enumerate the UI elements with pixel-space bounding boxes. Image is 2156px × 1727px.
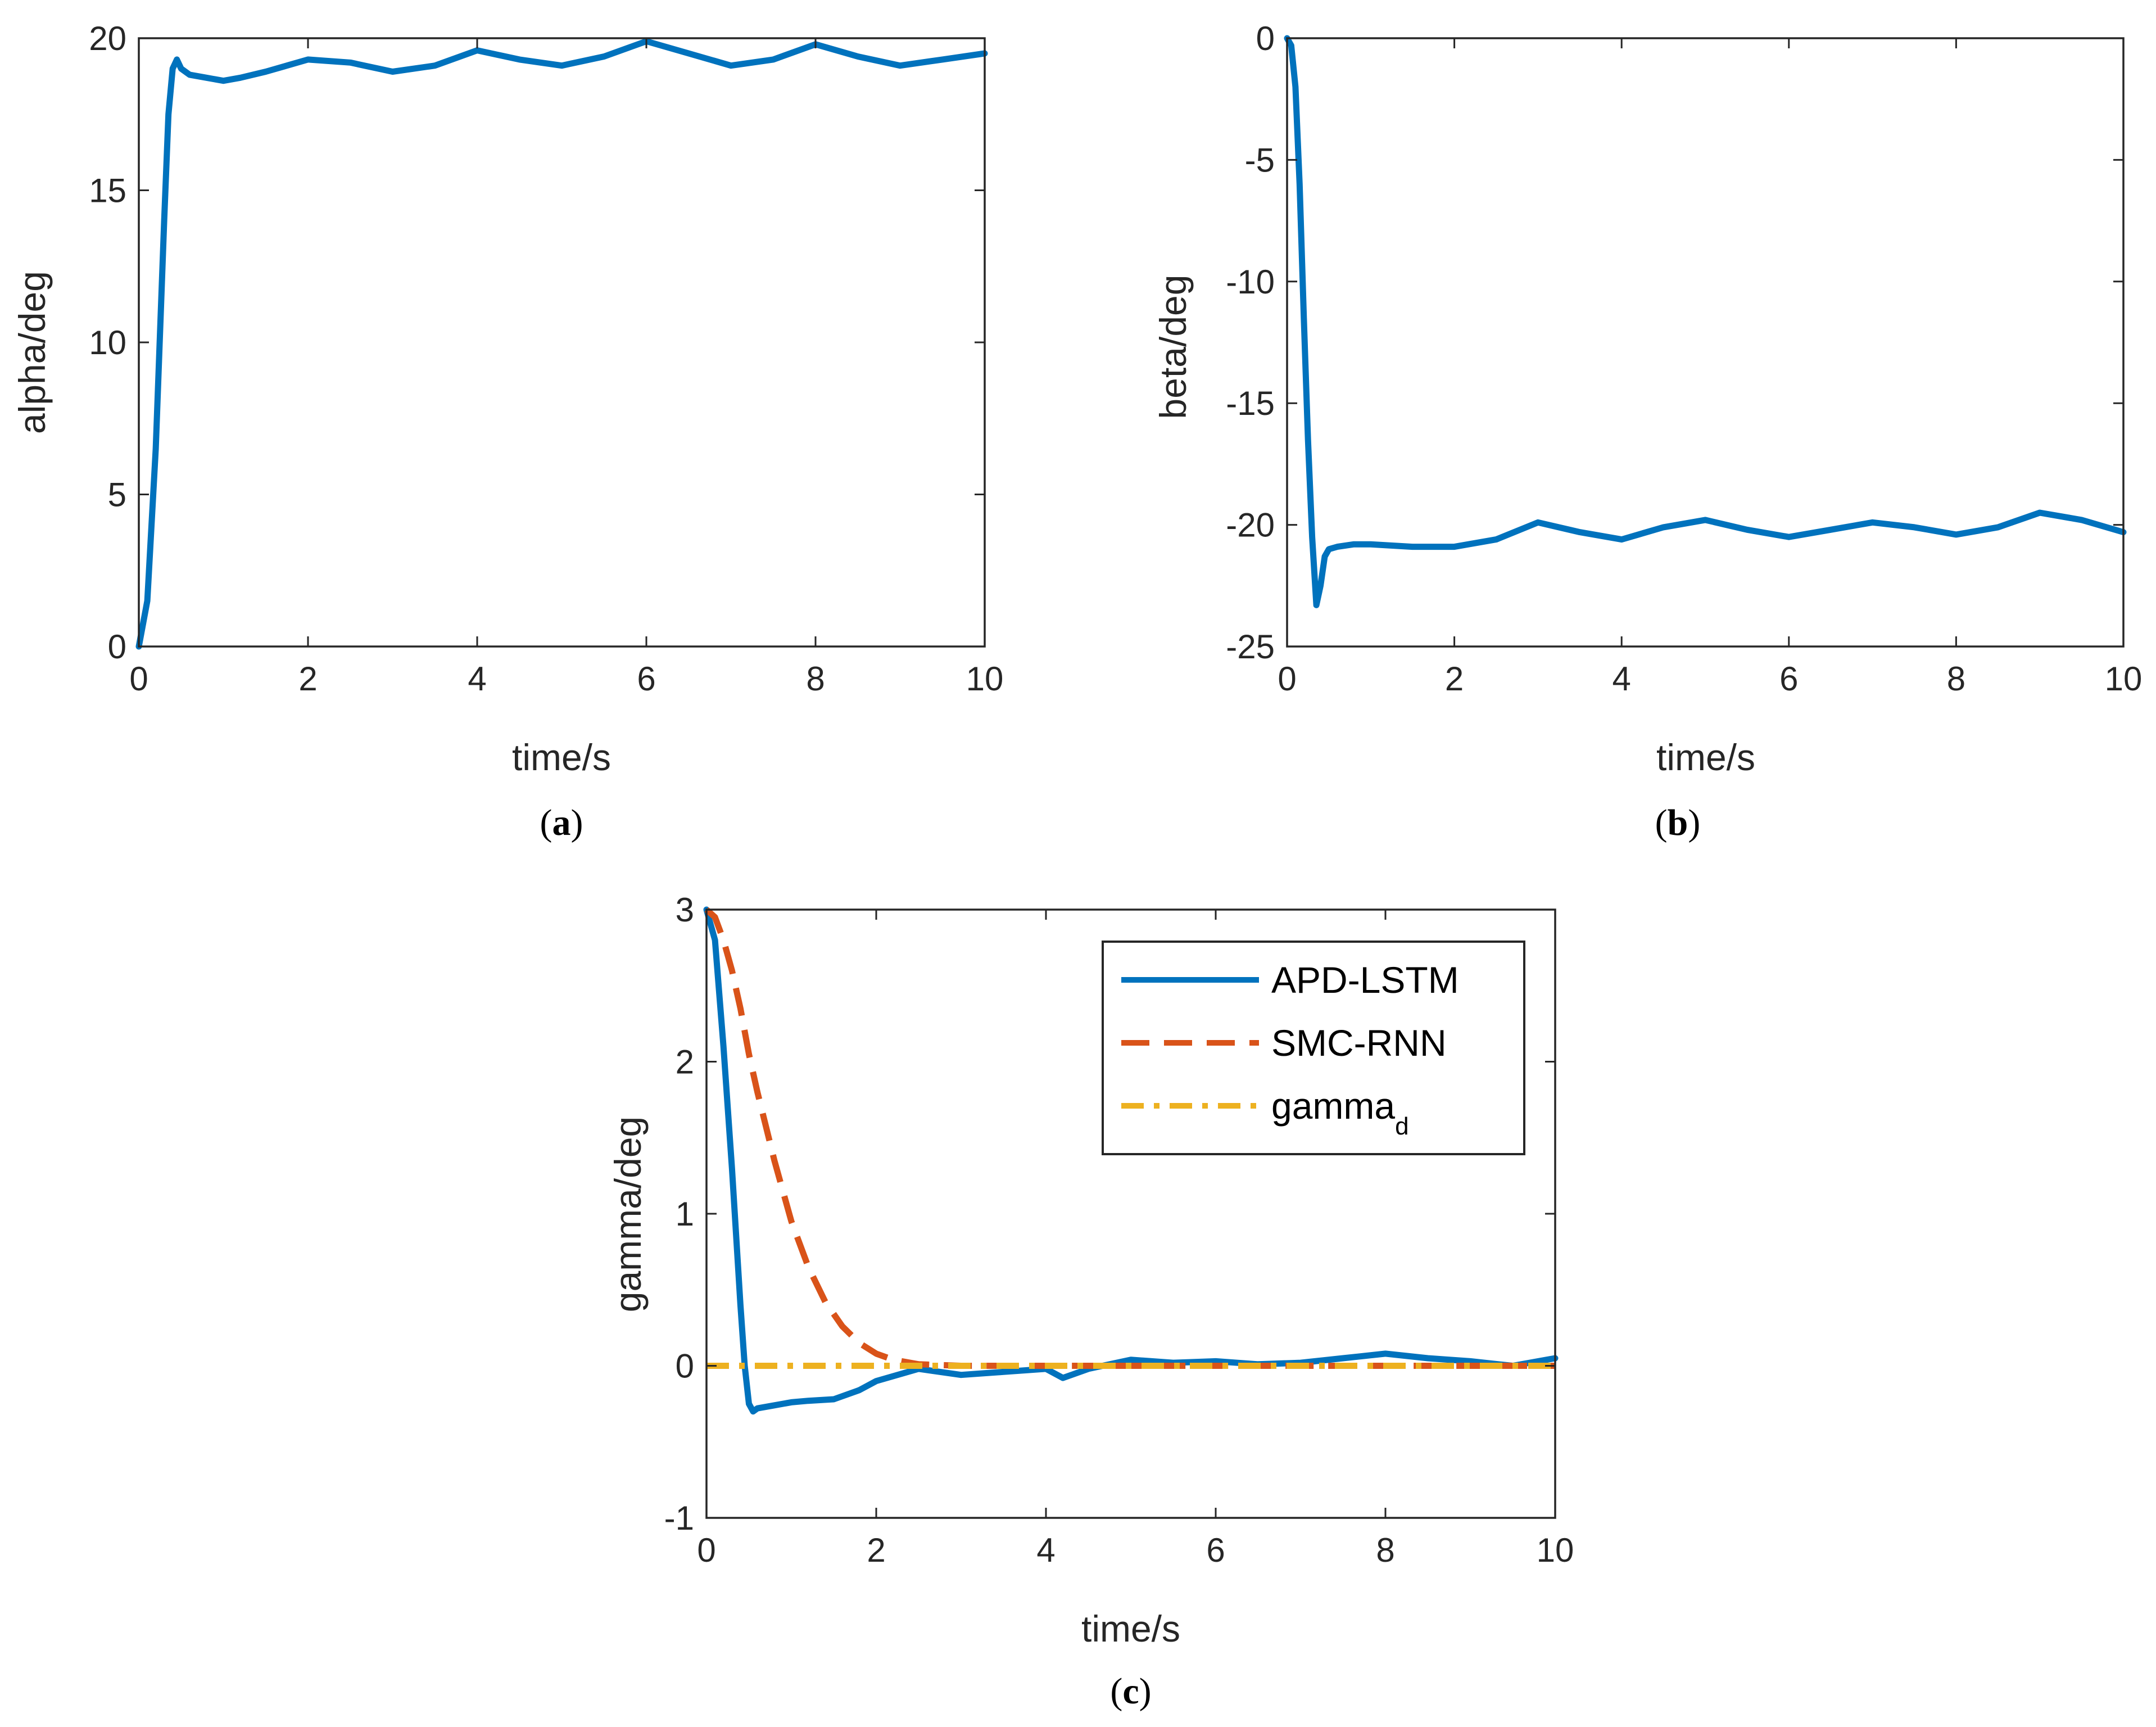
xlabel-a: time/s [512, 736, 611, 778]
x-tick-label: 0 [129, 660, 148, 698]
x-tick-label: 2 [867, 1531, 885, 1569]
y-tick-label: -25 [1226, 628, 1275, 666]
ylabel-b: beta/deg [1152, 275, 1194, 419]
caption-b: (b) [1655, 802, 1701, 843]
x-tick-label: 4 [1613, 660, 1631, 698]
x-tick-label: 6 [1779, 660, 1798, 698]
x-tick-label: 8 [806, 660, 825, 698]
caption-a: (a) [540, 802, 583, 843]
x-tick-label: 6 [1206, 1531, 1225, 1569]
y-tick-label: -1 [664, 1499, 694, 1537]
plot-area-b: 0 2 4 6 8 10 0 -5 -10 -15 -20 -25 [1226, 20, 2142, 698]
series-line-series-0 [135, 38, 988, 650]
x-tick-label: 4 [468, 660, 486, 698]
x-tick-label: 10 [966, 660, 1004, 698]
x-tick-label: 6 [637, 660, 655, 698]
y-tick-label: 0 [676, 1348, 694, 1385]
x-tick-label: 0 [697, 1531, 715, 1569]
caption-c-letter: c [1122, 1671, 1139, 1712]
y-tick-label: -5 [1245, 141, 1275, 179]
legend-label-smc-rnn: SMC-RNN [1271, 1022, 1447, 1064]
x-tick-label: 4 [1036, 1531, 1055, 1569]
x-tick-label: 10 [2105, 660, 2143, 698]
legend-label-gamma-d: gammad [1271, 1085, 1409, 1140]
caption-b-letter: b [1668, 802, 1688, 843]
legend-label-apd-lstm: APD-LSTM [1271, 959, 1459, 1001]
legend-label-gamma-d-sub: d [1395, 1113, 1408, 1140]
caption-a-letter: a [552, 802, 571, 843]
xlabel-c: time/s [1081, 1608, 1180, 1649]
legend-label-gamma-d-main: gamma [1271, 1085, 1395, 1127]
x-tick-label: 8 [1376, 1531, 1394, 1569]
plot-area-a: 0 2 4 6 8 10 0 5 10 15 20 [89, 20, 1003, 698]
x-tick-label: 8 [1947, 660, 1965, 698]
ylabel-a: alpha/deg [11, 271, 53, 434]
x-tick-label: 0 [1278, 660, 1296, 698]
legend: APD-LSTM SMC-RNN gammad [1102, 941, 1525, 1155]
series-line-apd-lstm [703, 906, 1559, 1415]
x-tick-label: 2 [298, 660, 317, 698]
y-tick-label: 10 [89, 324, 126, 361]
ylabel-c: gamma/deg [607, 1116, 649, 1313]
y-tick-label: 15 [89, 172, 126, 210]
y-tick-label: 3 [676, 891, 694, 929]
y-tick-label: 1 [676, 1195, 694, 1233]
y-tick-label: -15 [1226, 385, 1275, 422]
y-tick-label: 0 [108, 628, 126, 666]
series-line-series-0 [1284, 35, 2127, 608]
panel-a: 0 2 4 6 8 10 0 5 10 15 20 time/s alpha/deg (a) [11, 20, 1003, 843]
series-line-smc-rnn [704, 907, 1555, 1369]
y-tick-label: 20 [89, 20, 126, 57]
y-tick-label: 5 [108, 476, 126, 514]
panel-b: 0 2 4 6 8 10 0 -5 -10 -15 -20 -25 time/s beta/deg (… [1152, 20, 2142, 843]
y-tick-label: -20 [1226, 507, 1275, 544]
x-tick-label: 10 [1537, 1531, 1574, 1569]
x-tick-label: 2 [1445, 660, 1464, 698]
y-tick-label: 2 [676, 1043, 694, 1081]
caption-c: (c) [1110, 1671, 1151, 1712]
axes-box [1286, 37, 2125, 648]
y-tick-label: 0 [1256, 20, 1275, 57]
axes-box [138, 37, 986, 648]
y-tick-label: -10 [1226, 263, 1275, 301]
xlabel-b: time/s [1656, 736, 1755, 778]
